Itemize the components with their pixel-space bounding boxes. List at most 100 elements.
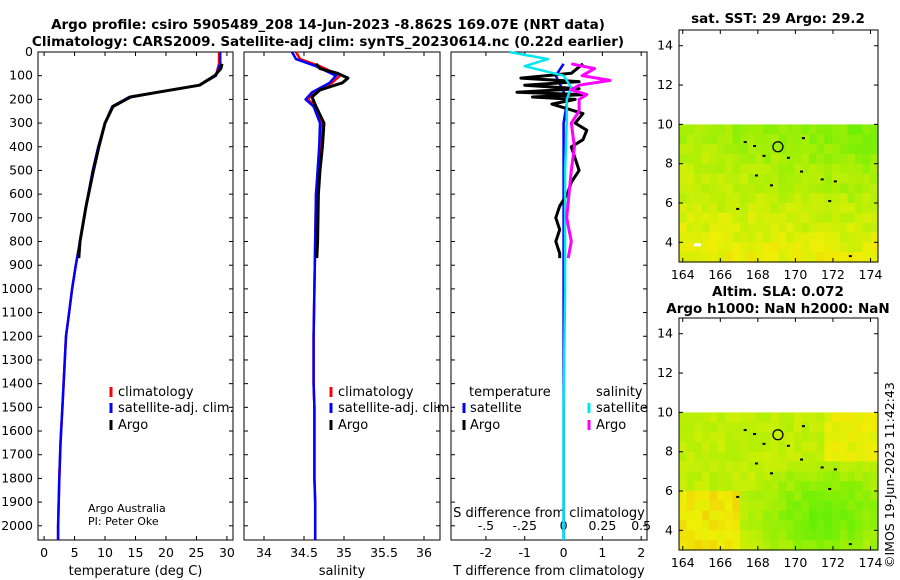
map-cell <box>709 232 718 243</box>
map-cell <box>770 520 780 531</box>
map-cell <box>862 242 871 253</box>
map-cell <box>747 412 757 423</box>
island-speck <box>800 458 804 461</box>
map-cell <box>847 153 856 165</box>
map-cell <box>793 491 803 502</box>
map-cell <box>786 134 795 145</box>
map-cell <box>770 163 780 175</box>
map-cell <box>793 232 803 243</box>
map-cell <box>755 183 764 194</box>
map-cell <box>763 144 772 155</box>
map-cell <box>793 163 803 175</box>
map-cell <box>717 124 726 135</box>
profile-location-marker <box>772 141 784 153</box>
y-tick-label: 10 <box>657 404 673 419</box>
map-cell <box>786 232 795 243</box>
map-cell <box>740 520 749 531</box>
map-cell <box>770 252 780 263</box>
map-cell <box>793 203 803 214</box>
map-cell <box>778 530 787 541</box>
map-cell <box>763 193 772 204</box>
map-cell <box>702 441 711 453</box>
x-tick-label: -1 <box>519 545 531 560</box>
map-cell <box>724 451 734 463</box>
map-cell <box>679 481 688 492</box>
island-speck <box>769 184 773 187</box>
map-cell <box>755 461 764 472</box>
map-cell <box>839 481 848 492</box>
map-cell <box>770 183 780 194</box>
map-cell <box>862 491 871 502</box>
map-cell <box>786 124 795 135</box>
map-cell <box>732 144 741 155</box>
map-cell <box>702 252 711 263</box>
map-cell <box>824 183 833 194</box>
map-cell <box>839 222 848 234</box>
y-tick-label: 600 <box>9 186 33 201</box>
map-cell <box>824 491 833 502</box>
map-cell <box>694 212 703 224</box>
map-cell <box>747 500 757 512</box>
map-cell <box>793 124 803 135</box>
map-cell <box>755 193 764 204</box>
map-cell <box>793 242 803 253</box>
map-cell <box>809 222 818 234</box>
map-cell <box>847 212 856 224</box>
map-cell <box>717 222 726 234</box>
map-cell <box>686 232 695 243</box>
map-cell <box>679 153 688 165</box>
map-cell <box>809 124 818 135</box>
map-cell <box>717 520 726 531</box>
map-title: sat. SST: 29 Argo: 29.2 <box>691 11 865 27</box>
map-cell <box>778 412 787 423</box>
legend-label-climatology: climatology <box>338 385 414 400</box>
map-cell <box>724 252 734 263</box>
map-cell <box>862 500 871 512</box>
map-cell <box>724 481 734 492</box>
x-tick-label: 0 <box>560 545 568 560</box>
map-cell <box>855 500 864 512</box>
map-cell <box>724 510 734 522</box>
map-cell <box>816 222 826 234</box>
map-cell <box>809 203 818 214</box>
map-cell <box>839 451 848 463</box>
map-cell <box>793 451 803 463</box>
y-tick-label: 4 <box>665 234 673 249</box>
map-cell <box>870 193 879 204</box>
map-cell <box>862 144 871 155</box>
y-tick-label: 1000 <box>1 281 33 296</box>
x-tick-label: 30 <box>219 545 235 560</box>
map-cell <box>679 173 688 184</box>
y-tick-label: 700 <box>9 210 33 225</box>
map-cell <box>778 461 787 472</box>
map-cell <box>724 471 734 482</box>
y-tick-label: 0 <box>25 44 33 59</box>
map-cell <box>709 173 718 184</box>
map-cell <box>824 441 833 453</box>
map-cell <box>862 193 871 204</box>
map-cell <box>832 163 841 175</box>
map-cell <box>847 193 856 204</box>
map-cell <box>686 451 695 463</box>
plot-frame <box>243 51 441 541</box>
map-cell <box>793 520 803 531</box>
island-speck <box>820 466 824 469</box>
map-cell <box>724 242 734 253</box>
map-cell <box>694 530 703 541</box>
map-cell <box>870 222 879 234</box>
map-cell <box>717 203 726 214</box>
map-cell <box>732 471 741 482</box>
map-cell <box>801 232 810 243</box>
map-cell <box>770 422 780 433</box>
x-tick-label: 36 <box>416 545 432 560</box>
map-cell <box>832 203 841 214</box>
map-cell <box>824 232 833 243</box>
series-line-satellite-adj-clim- <box>290 51 338 540</box>
map-cell <box>793 252 803 263</box>
island-speck <box>754 462 758 465</box>
map-cell <box>755 134 764 145</box>
map-cell <box>816 412 826 423</box>
map-cell <box>839 173 848 184</box>
map-cell <box>702 481 711 492</box>
map-cell <box>686 193 695 204</box>
